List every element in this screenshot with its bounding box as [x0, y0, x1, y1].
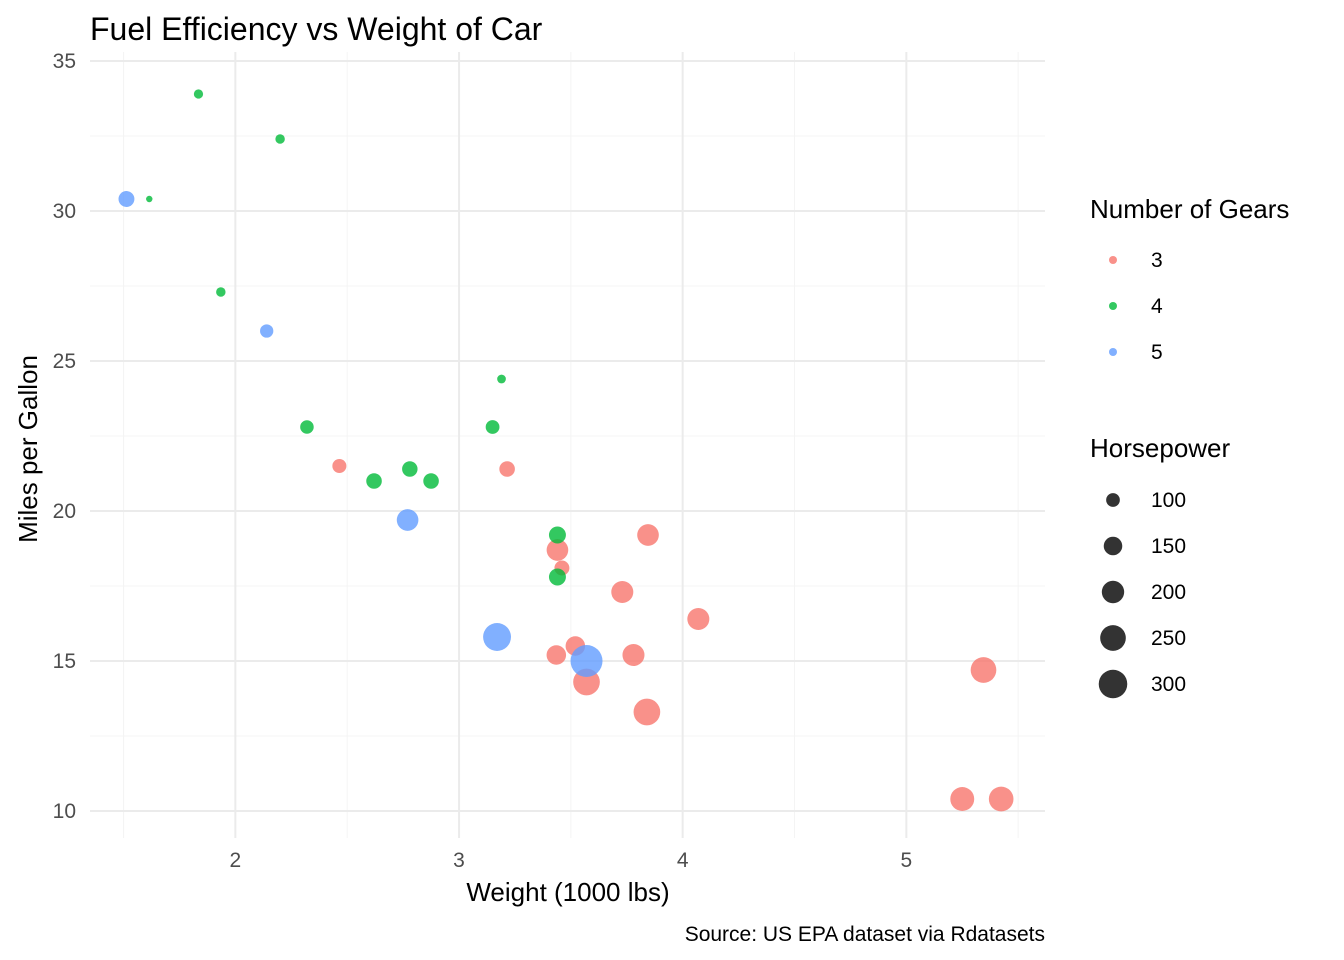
size-legend-label: 250	[1151, 627, 1186, 650]
data-point	[970, 657, 997, 683]
data-point	[497, 374, 506, 384]
data-point	[637, 524, 659, 546]
color-legend-key	[1109, 302, 1117, 310]
color-legend-title: Number of Gears	[1090, 194, 1289, 224]
data-point	[118, 191, 135, 207]
data-point	[570, 645, 603, 677]
color-legend-label: 5	[1151, 341, 1163, 364]
data-point	[687, 607, 710, 631]
data-point	[622, 643, 645, 667]
data-point	[548, 568, 566, 586]
color-legend: Number of Gears 3 4 5	[1090, 194, 1289, 364]
size-legend-key	[1098, 669, 1128, 699]
data-points	[118, 89, 1014, 812]
data-point	[499, 461, 515, 477]
size-legend-key	[1103, 536, 1123, 556]
size-legend-label: 200	[1151, 581, 1186, 604]
y-tick-label: 35	[53, 50, 76, 73]
data-point	[402, 461, 418, 477]
data-point	[483, 623, 511, 651]
y-tick-label: 15	[53, 650, 76, 673]
y-tick-label: 20	[53, 500, 76, 523]
data-point	[485, 420, 500, 434]
data-point	[300, 420, 314, 434]
color-legend-key	[1109, 348, 1117, 356]
size-legend-title: Horsepower	[1090, 433, 1231, 463]
data-point	[216, 287, 226, 297]
data-point	[548, 526, 566, 544]
x-tick-label: 3	[453, 849, 465, 872]
data-point	[546, 645, 567, 665]
data-point	[275, 134, 285, 144]
data-point	[260, 324, 274, 338]
color-legend-label: 4	[1151, 295, 1163, 318]
size-legend-label: 100	[1151, 489, 1186, 512]
data-point	[366, 473, 382, 489]
data-point	[950, 787, 975, 811]
size-legend-label: 300	[1151, 673, 1186, 696]
x-tick-label: 2	[230, 849, 242, 872]
y-axis-title: Miles per Gallon	[13, 355, 43, 543]
data-point	[423, 473, 439, 489]
size-legend-key	[1101, 580, 1125, 604]
plot-grid	[90, 52, 1045, 838]
size-legend-key	[1100, 625, 1126, 651]
size-legend-key	[1106, 493, 1120, 507]
data-point	[193, 89, 204, 99]
data-point	[396, 509, 419, 531]
size-legend: Horsepower 100 150 200 250 300	[1090, 433, 1231, 699]
data-point	[332, 458, 347, 474]
y-tick-label: 30	[53, 200, 76, 223]
data-point	[633, 698, 661, 726]
data-point	[546, 539, 569, 561]
size-legend-label: 150	[1151, 535, 1186, 558]
chart-caption: Source: US EPA dataset via Rdatasets	[685, 923, 1045, 946]
data-point	[988, 786, 1014, 812]
color-legend-key	[1109, 256, 1117, 264]
x-tick-label: 5	[900, 849, 912, 872]
x-axis-title: Weight (1000 lbs)	[466, 877, 669, 907]
axis-ticks: 2 3 4 5 10 15 20 25 30 35	[53, 50, 913, 872]
data-point	[611, 580, 634, 604]
x-tick-label: 4	[677, 849, 689, 872]
y-tick-label: 25	[53, 350, 76, 373]
y-tick-label: 10	[53, 800, 76, 823]
data-point	[146, 195, 153, 203]
chart-title: Fuel Efficiency vs Weight of Car	[90, 11, 543, 47]
color-legend-label: 3	[1151, 249, 1163, 272]
